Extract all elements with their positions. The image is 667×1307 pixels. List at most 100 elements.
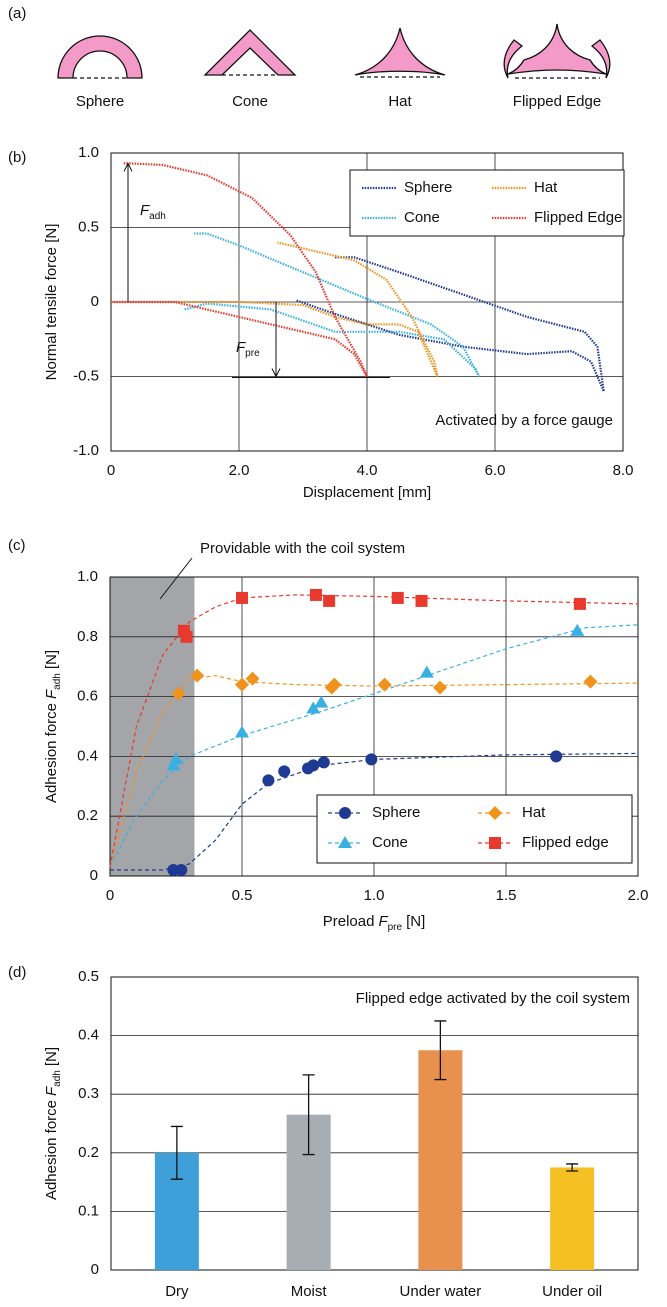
marker [262, 774, 275, 787]
marker [190, 668, 205, 683]
label-part: [N] [43, 1047, 60, 1066]
marker [377, 677, 392, 692]
marker [169, 752, 183, 765]
marker [570, 623, 585, 636]
bar [550, 1167, 595, 1270]
marker [306, 701, 321, 714]
fit-line [109, 624, 639, 868]
x-tick-label: 4.0 [357, 462, 378, 479]
error-bar [434, 1020, 447, 1081]
annotation: Fadh [140, 202, 166, 222]
x-tick-label: 2.0 [229, 462, 250, 479]
marker [235, 677, 249, 692]
legend-label: Sphere [404, 179, 452, 196]
marker [309, 588, 322, 601]
label-part: pre [245, 348, 260, 359]
y-tick-label: 0 [91, 1261, 99, 1278]
note: Flipped edge activated by the coil syste… [356, 990, 630, 1007]
y-tick-label: -1.0 [73, 442, 99, 459]
marker [419, 665, 434, 678]
x-tick-label: Under water [400, 1283, 482, 1300]
x-tick-label: 0 [106, 887, 114, 904]
label-part: F [43, 1086, 60, 1096]
y-tick-label: 0.6 [77, 688, 98, 705]
panel-label: (c) [8, 537, 26, 554]
legend-box [349, 169, 625, 237]
marker [171, 686, 186, 701]
label-part: F [140, 202, 150, 219]
flipped-edge-hook [503, 39, 524, 79]
data-line [184, 232, 481, 378]
x-tick-label: 2.0 [628, 887, 649, 904]
panel-label: (a) [8, 5, 26, 22]
legend-marker [339, 807, 351, 819]
legend-label: Sphere [372, 804, 420, 821]
y-tick-label: 0 [90, 867, 98, 884]
shape-label: Hat [388, 93, 412, 110]
marker [245, 671, 260, 686]
y-tick-label: 1.0 [78, 144, 99, 161]
data-line [111, 241, 439, 377]
label-part: adh [52, 673, 63, 690]
flipped-edge-shape [507, 23, 607, 75]
label-part: F [236, 339, 246, 356]
x-tick-label: 1.0 [364, 887, 385, 904]
legend-label: Cone [404, 209, 440, 226]
plot-frame [110, 976, 639, 1271]
x-tick-label: 1.5 [496, 887, 517, 904]
flipped-edge-hook [590, 39, 611, 79]
marker [236, 591, 248, 604]
marker [175, 864, 188, 877]
y-tick-label: 0.5 [78, 218, 99, 235]
marker [317, 756, 330, 769]
x-tick-label: 0 [107, 462, 115, 479]
label-part: F [378, 913, 388, 930]
marker [433, 680, 447, 695]
hat-shape [354, 27, 446, 76]
legend-marker [489, 837, 501, 849]
y-tick-label: -0.5 [73, 367, 99, 384]
shape-label: Flipped Edge [513, 93, 601, 110]
legend-label: Hat [522, 804, 546, 821]
marker [180, 630, 193, 643]
marker [573, 597, 586, 610]
bar [418, 1050, 463, 1270]
y-tick-label: 0.4 [78, 1027, 99, 1044]
legend-box [316, 794, 633, 864]
error-bar [170, 1125, 183, 1180]
baselines [73, 74, 600, 79]
legend-label: Cone [372, 834, 408, 851]
shapes [57, 23, 611, 79]
marker [323, 594, 336, 607]
y-tick-label: 0.1 [78, 1202, 99, 1219]
panel-label: (b) [8, 149, 26, 166]
note: Activated by a force gauge [435, 412, 613, 429]
y-tick-label: 0.5 [78, 968, 99, 985]
region-label: Providable with the coil system [200, 540, 405, 557]
sphere-shape [57, 35, 143, 79]
plot-frame [109, 576, 639, 877]
x-tick-label: 8.0 [613, 462, 634, 479]
y-tick-label: 0.2 [78, 1144, 99, 1161]
error-bar [302, 1074, 315, 1156]
x-tick-label: 0.5 [232, 887, 253, 904]
y-axis-label: Normal tensile force [N] [43, 224, 60, 381]
shape-label: Sphere [76, 93, 124, 110]
y-axis-label: Adhesion force Fadh [N] [43, 1047, 63, 1200]
label-part: F [43, 689, 60, 699]
label-part: Preload [323, 913, 375, 930]
data-line [111, 162, 369, 378]
legend-label: Flipped edge [522, 834, 609, 851]
y-tick-label: 0 [91, 293, 99, 310]
y-axis-label: Adhesion force Fadh [N] [43, 650, 63, 803]
y-tick-label: 0.3 [78, 1085, 99, 1102]
x-axis-label: Preload Fpre [N] [323, 913, 426, 933]
y-tick-label: 0.8 [77, 628, 98, 645]
legend-label: Hat [534, 179, 558, 196]
label-part: [N] [406, 913, 425, 930]
marker [550, 750, 563, 763]
x-tick-label: Dry [165, 1283, 189, 1300]
arrow-head [123, 162, 133, 172]
